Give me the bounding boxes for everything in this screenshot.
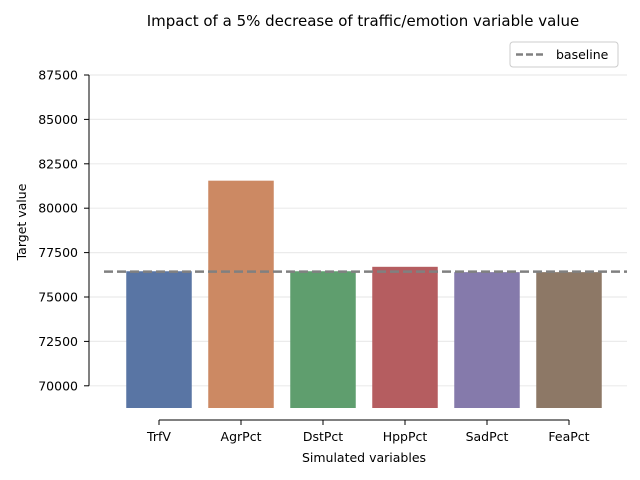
axes bbox=[88, 75, 569, 421]
x-tick-label: FeaPct bbox=[548, 429, 589, 444]
legend-box bbox=[509, 41, 619, 68]
x-tick-label: DstPct bbox=[303, 429, 343, 444]
x-tick-label: HppPct bbox=[383, 429, 428, 444]
x-ticks: TrfV AgrPct DstPct HppPct SadPct FeaPct bbox=[146, 420, 590, 444]
y-ticks: 70000 72500 75000 77500 80000 82500 85000 87500 bbox=[38, 68, 89, 393]
bar-feapct bbox=[536, 272, 602, 408]
bar-sadpct bbox=[454, 272, 520, 408]
y-tick-label: 77500 bbox=[38, 245, 78, 260]
bar-dstpct bbox=[290, 271, 356, 408]
bar-trfv bbox=[126, 271, 192, 408]
y-tick-label: 70000 bbox=[38, 378, 78, 393]
legend: baseline bbox=[509, 41, 619, 68]
x-axis-label: Simulated variables bbox=[302, 450, 426, 465]
y-tick-label: 80000 bbox=[38, 201, 78, 216]
y-axis-label: Target value bbox=[14, 183, 29, 261]
bar-hpppct bbox=[372, 266, 438, 408]
legend-baseline-label: baseline bbox=[556, 47, 609, 62]
x-tick-label: TrfV bbox=[146, 429, 171, 444]
x-tick-label: SadPct bbox=[466, 429, 509, 444]
bars bbox=[126, 180, 602, 408]
y-tick-label: 82500 bbox=[38, 156, 78, 171]
chart-title: Impact of a 5% decrease of traffic/emoti… bbox=[147, 12, 580, 30]
x-tick-label: AgrPct bbox=[221, 429, 262, 444]
y-tick-label: 75000 bbox=[38, 290, 78, 305]
bar-agrpct bbox=[208, 180, 274, 408]
y-tick-label: 72500 bbox=[38, 334, 78, 349]
y-tick-label: 85000 bbox=[38, 112, 78, 127]
y-tick-label: 87500 bbox=[38, 68, 78, 83]
